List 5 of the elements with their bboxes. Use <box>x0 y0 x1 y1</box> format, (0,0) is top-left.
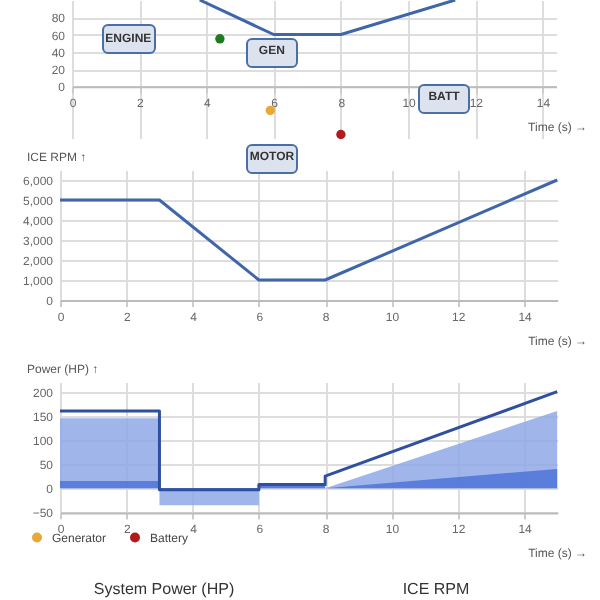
point <box>215 34 225 44</box>
point <box>336 129 346 140</box>
text: System Power (HP) <box>93 580 235 598</box>
text: ICE RPM <box>402 580 470 598</box>
point <box>265 105 275 116</box>
